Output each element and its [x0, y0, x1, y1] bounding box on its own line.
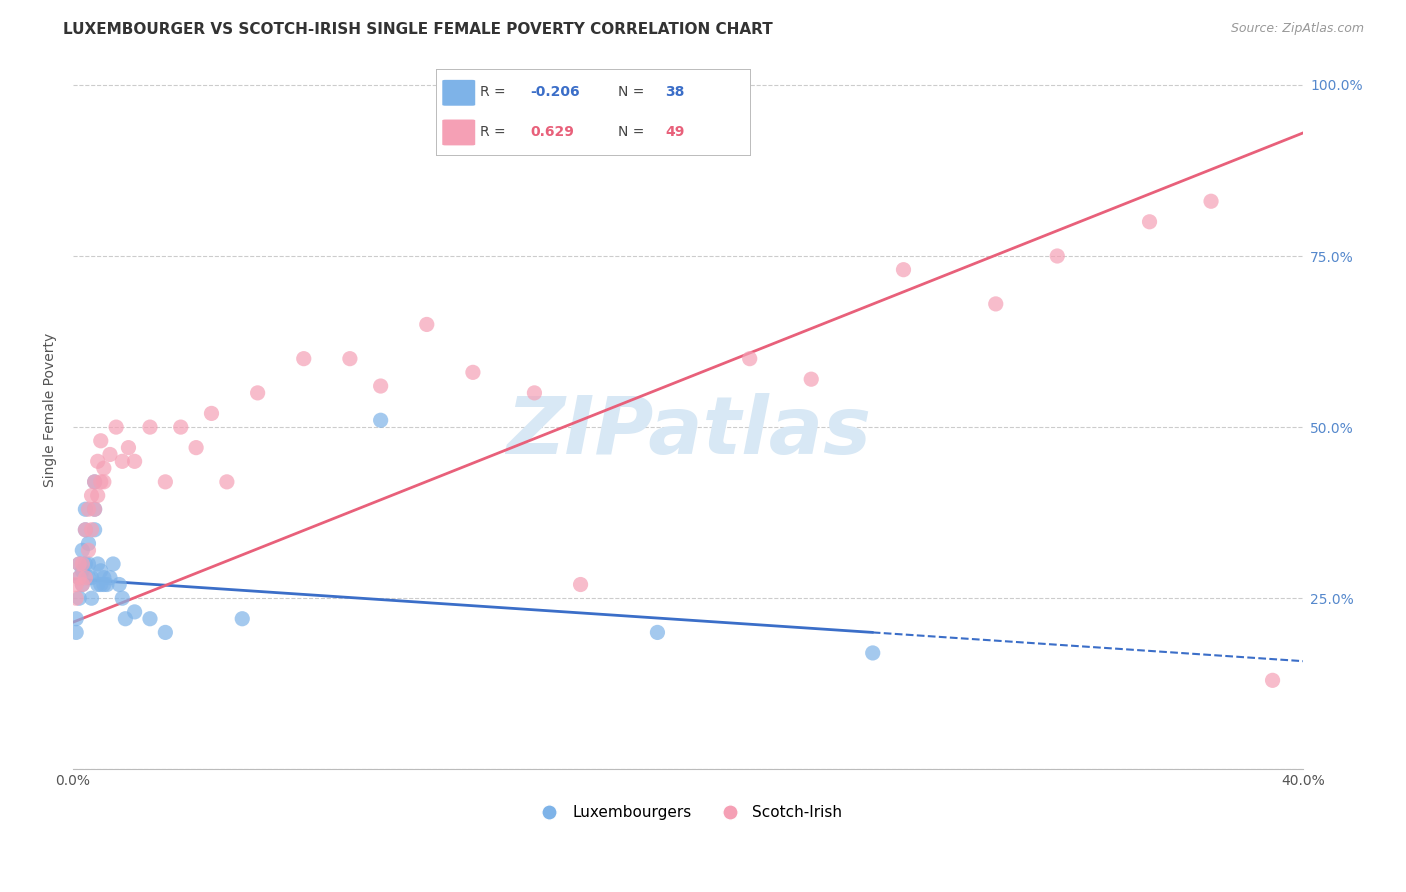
Point	[93, 571, 115, 585]
Point	[90, 475, 112, 489]
Point	[184, 441, 207, 455]
Point	[1046, 249, 1069, 263]
Point	[65, 625, 87, 640]
Point	[67, 557, 90, 571]
Point	[77, 571, 100, 585]
Point	[862, 646, 884, 660]
Point	[90, 577, 112, 591]
Point	[83, 475, 105, 489]
Point	[124, 454, 146, 468]
Text: Source: ZipAtlas.com: Source: ZipAtlas.com	[1230, 22, 1364, 36]
Point	[86, 489, 108, 503]
Point	[114, 612, 136, 626]
Point	[77, 502, 100, 516]
Point	[647, 625, 669, 640]
Point	[83, 475, 105, 489]
Point	[111, 591, 134, 606]
Point	[77, 557, 100, 571]
Point	[370, 379, 392, 393]
Point	[93, 461, 115, 475]
Point	[124, 605, 146, 619]
Point	[98, 448, 121, 462]
Point	[65, 612, 87, 626]
Point	[523, 385, 546, 400]
Point	[111, 454, 134, 468]
Point	[86, 577, 108, 591]
Point	[67, 591, 90, 606]
Point	[72, 543, 94, 558]
Point	[80, 489, 103, 503]
Point	[200, 406, 222, 420]
Point	[101, 557, 124, 571]
Point	[117, 441, 139, 455]
Point	[1139, 215, 1161, 229]
Point	[93, 577, 115, 591]
Point	[72, 577, 94, 591]
Point	[738, 351, 761, 366]
Point	[96, 577, 118, 591]
Point	[461, 365, 484, 379]
Point	[86, 557, 108, 571]
Point	[83, 523, 105, 537]
Point	[1261, 673, 1284, 688]
Point	[292, 351, 315, 366]
Point	[83, 502, 105, 516]
Point	[93, 475, 115, 489]
Point	[65, 577, 87, 591]
Point	[80, 571, 103, 585]
Point	[67, 571, 90, 585]
Y-axis label: Single Female Poverty: Single Female Poverty	[44, 333, 58, 487]
Point	[90, 434, 112, 448]
Point	[67, 571, 90, 585]
Point	[83, 502, 105, 516]
Point	[72, 577, 94, 591]
Point	[105, 420, 128, 434]
Point	[75, 557, 97, 571]
Point	[72, 564, 94, 578]
Point	[370, 413, 392, 427]
Point	[77, 543, 100, 558]
Point	[139, 420, 162, 434]
Point	[65, 591, 87, 606]
Legend: Luxembourgers, Scotch-Irish: Luxembourgers, Scotch-Irish	[527, 799, 849, 826]
Point	[108, 577, 131, 591]
Point	[155, 475, 177, 489]
Point	[339, 351, 361, 366]
Text: ZIPatlas: ZIPatlas	[506, 392, 870, 471]
Point	[67, 557, 90, 571]
Point	[72, 557, 94, 571]
Point	[139, 612, 162, 626]
Point	[984, 297, 1007, 311]
Point	[246, 385, 269, 400]
Point	[569, 577, 592, 591]
Point	[75, 502, 97, 516]
Point	[75, 523, 97, 537]
Point	[893, 262, 915, 277]
Point	[86, 454, 108, 468]
Point	[676, 78, 699, 92]
Point	[90, 564, 112, 578]
Point	[616, 78, 638, 92]
Point	[75, 523, 97, 537]
Point	[75, 571, 97, 585]
Point	[170, 420, 193, 434]
Text: LUXEMBOURGER VS SCOTCH-IRISH SINGLE FEMALE POVERTY CORRELATION CHART: LUXEMBOURGER VS SCOTCH-IRISH SINGLE FEMA…	[63, 22, 773, 37]
Point	[98, 571, 121, 585]
Point	[77, 536, 100, 550]
Point	[231, 612, 253, 626]
Point	[215, 475, 238, 489]
Point	[1199, 194, 1222, 209]
Point	[80, 591, 103, 606]
Point	[80, 523, 103, 537]
Point	[155, 625, 177, 640]
Point	[416, 318, 439, 332]
Point	[800, 372, 823, 386]
